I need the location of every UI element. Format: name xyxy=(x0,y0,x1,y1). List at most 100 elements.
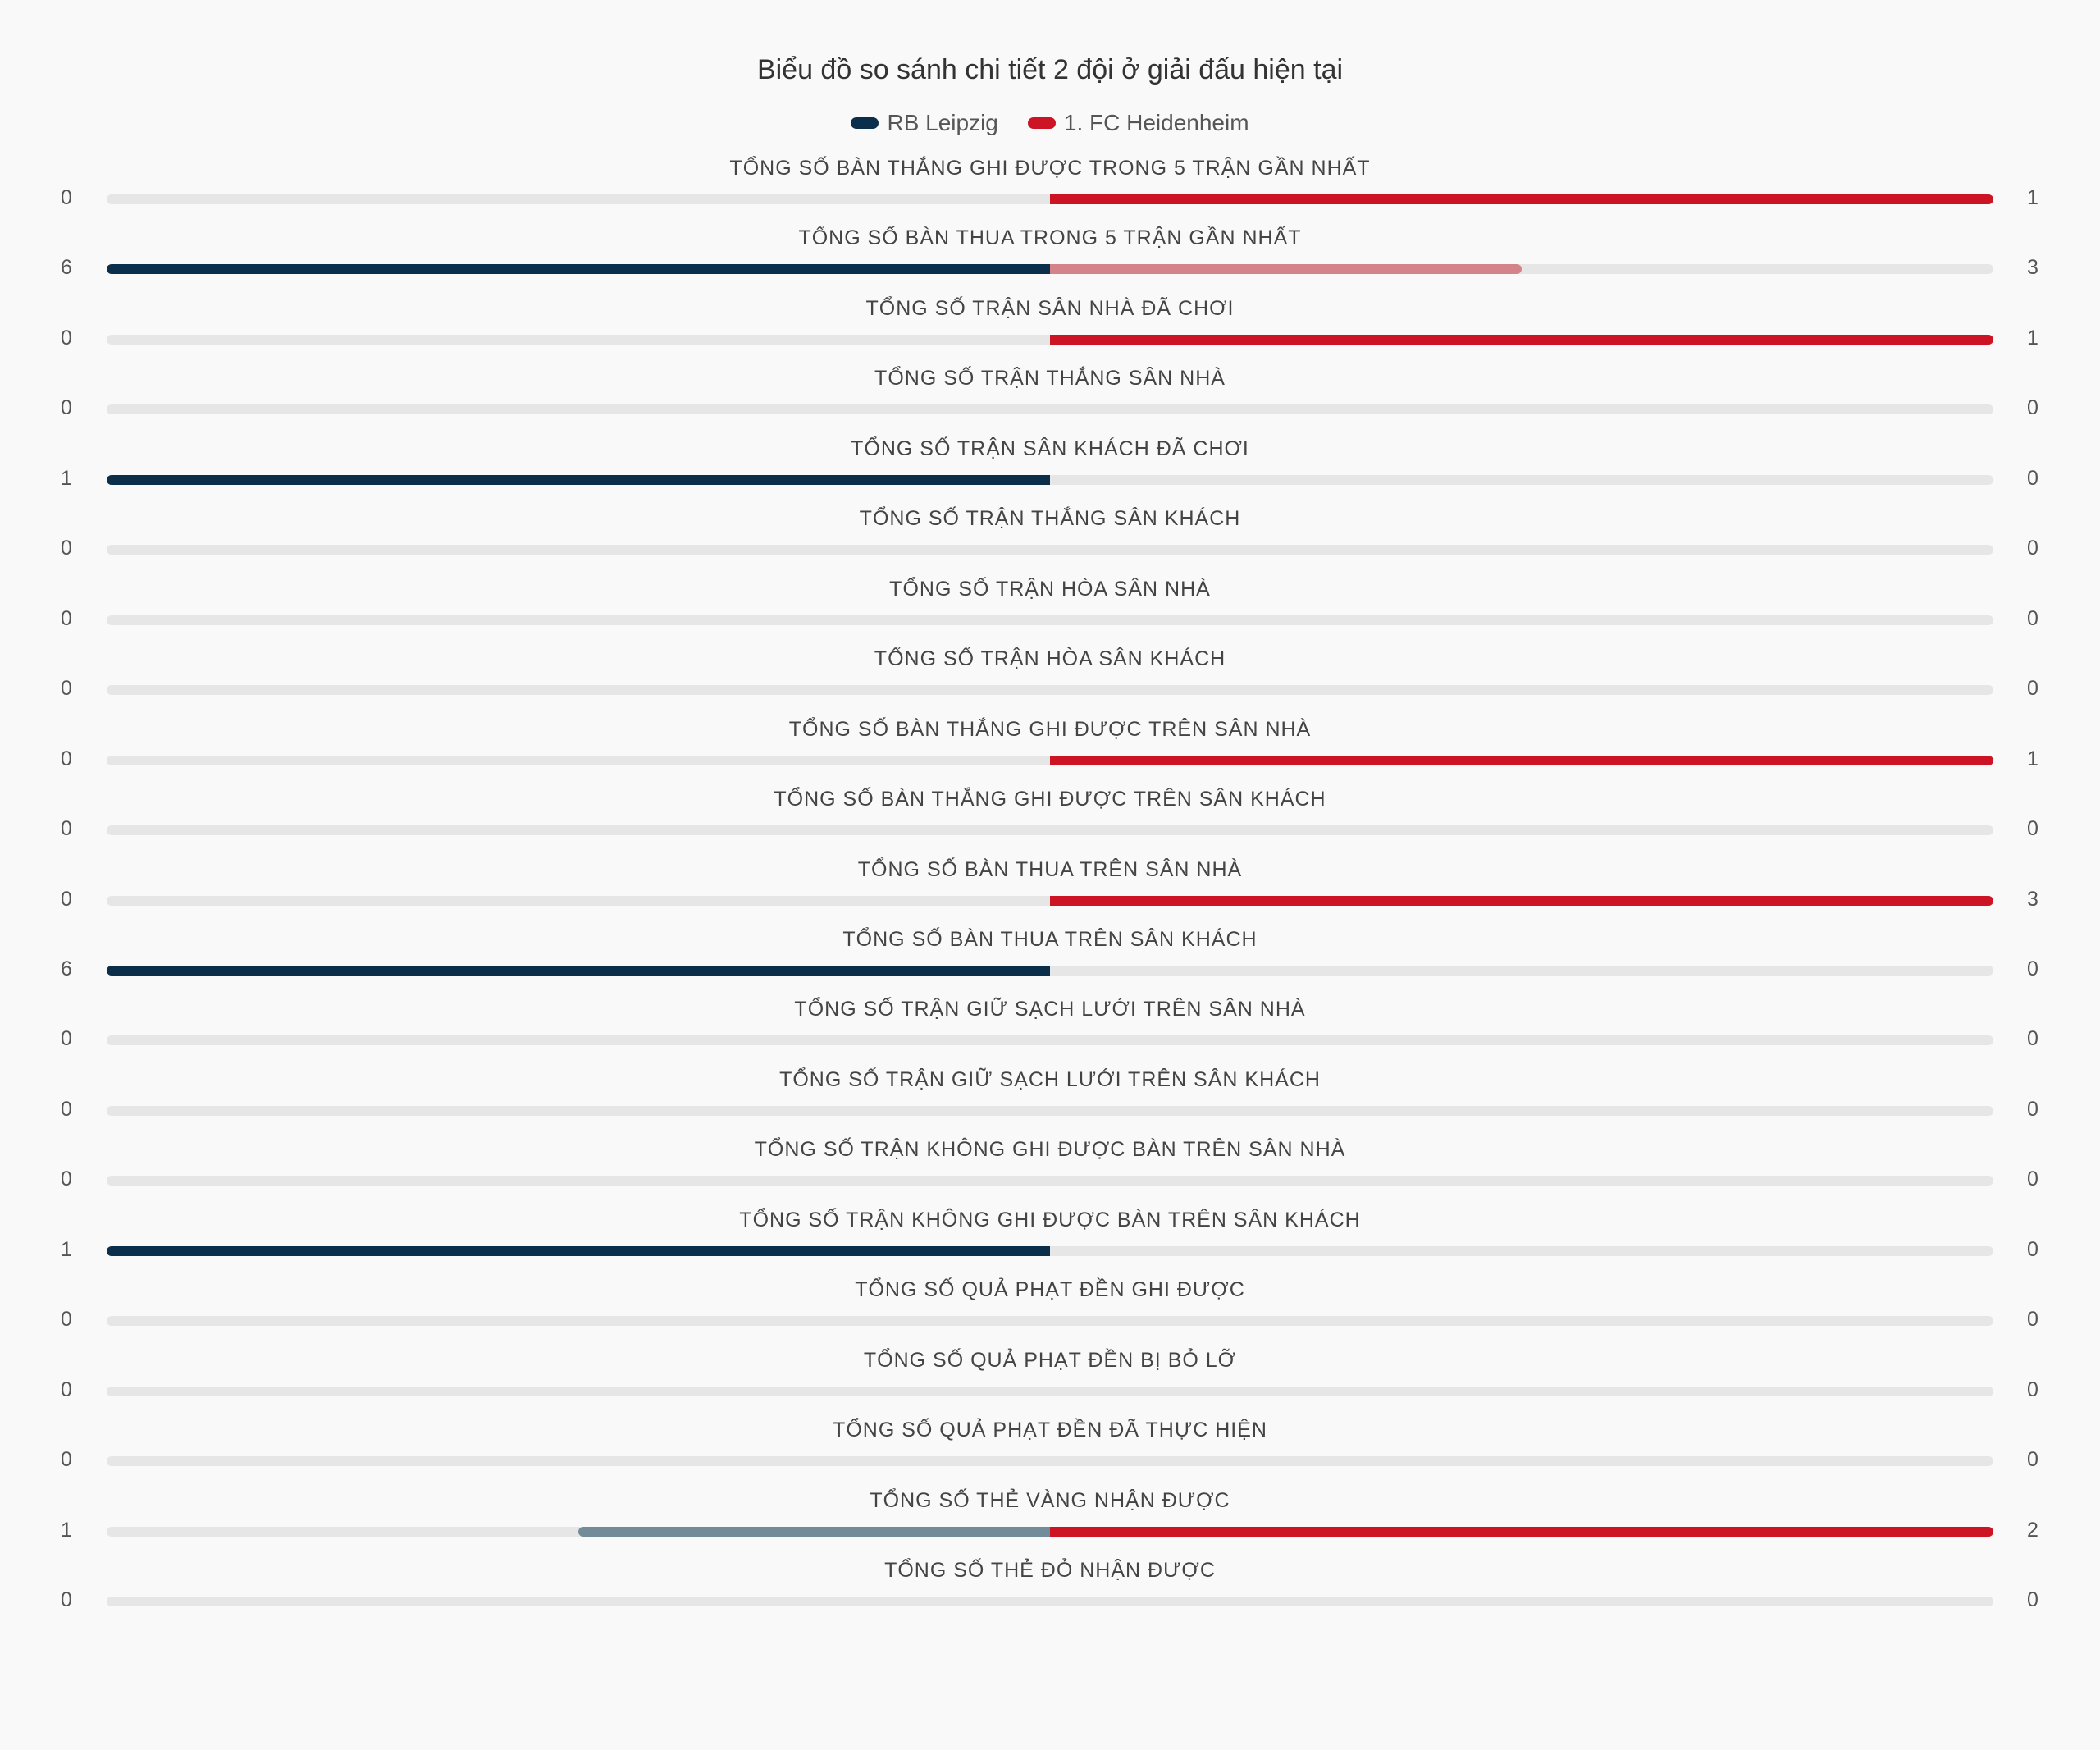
bar-track xyxy=(107,1526,1993,1537)
legend-swatch-heidenheim xyxy=(1027,117,1056,129)
bar-rb-leipzig[interactable] xyxy=(107,965,1050,976)
bar-heidenheim[interactable] xyxy=(1050,1526,1993,1537)
comparison-row: TỔNG SỐ QUẢ PHẠT ĐỀN BỊ BỎ LỠ 0 0 xyxy=(0,1349,2100,1419)
heidenheim-value: 0 xyxy=(2027,1097,2038,1121)
bar-track xyxy=(107,755,1993,765)
comparison-row: TỔNG SỐ THẺ ĐỎ NHẬN ĐƯỢC 0 0 xyxy=(0,1559,2100,1629)
bar-track xyxy=(107,1597,1993,1606)
rb-leipzig-value: 0 xyxy=(61,606,72,630)
bar-track xyxy=(107,1245,1993,1256)
heidenheim-value: 1 xyxy=(2027,326,2038,350)
rb-leipzig-value: 0 xyxy=(61,537,72,560)
heidenheim-value: 0 xyxy=(2027,677,2038,701)
bar-heidenheim[interactable] xyxy=(1050,264,1522,275)
bar-track xyxy=(107,1176,1993,1186)
heidenheim-value: 0 xyxy=(2027,817,2038,841)
rb-leipzig-value: 0 xyxy=(61,1378,72,1401)
row-label: TỔNG SỐ QUẢ PHẠT ĐỀN GHI ĐƯỢC xyxy=(855,1278,1245,1302)
row-label: TỔNG SỐ BÀN THUA TRÊN SÂN KHÁCH xyxy=(842,927,1258,951)
comparison-row: TỔNG SỐ BÀN THẮNG GHI ĐƯỢC TRONG 5 TRẬN … xyxy=(0,157,2100,226)
rb-leipzig-value: 0 xyxy=(61,1588,72,1611)
row-label: TỔNG SỐ TRẬN GIỮ SẠCH LƯỚI TRÊN SÂN NHÀ xyxy=(794,998,1306,1021)
bar-rb-leipzig[interactable] xyxy=(107,474,1050,485)
bar-track xyxy=(107,615,1993,625)
legend-swatch-rb-leipzig xyxy=(851,117,879,129)
heidenheim-value: 0 xyxy=(2027,1308,2038,1332)
bar-track xyxy=(107,685,1993,696)
rb-leipzig-value: 0 xyxy=(61,1097,72,1121)
row-label: TỔNG SỐ BÀN THUA TRÊN SÂN NHÀ xyxy=(857,857,1243,881)
heidenheim-value: 3 xyxy=(2027,256,2038,280)
heidenheim-value: 0 xyxy=(2027,396,2038,420)
bar-track xyxy=(107,965,1993,976)
row-label: TỔNG SỐ TRẬN GIỮ SẠCH LƯỚI TRÊN SÂN KHÁC… xyxy=(779,1067,1321,1091)
bar-track xyxy=(107,825,1993,836)
bar-rb-leipzig[interactable] xyxy=(578,1526,1050,1537)
comparison-row: TỔNG SỐ TRẬN SÂN KHÁCH ĐÃ CHƠI 1 0 xyxy=(0,437,2100,507)
comparison-row: TỔNG SỐ BÀN THUA TRONG 5 TRẬN GẦN NHẤT 6 3 xyxy=(0,226,2100,296)
legend-item-heidenheim[interactable]: 1. FC Heidenheim xyxy=(1027,110,1249,136)
bar-heidenheim[interactable] xyxy=(1050,755,1993,765)
rb-leipzig-value: 1 xyxy=(61,1237,72,1261)
row-label: TỔNG SỐ THẺ ĐỎ NHẬN ĐƯỢC xyxy=(884,1559,1216,1582)
bar-track xyxy=(107,895,1993,906)
bar-track xyxy=(107,1105,1993,1116)
row-label: TỔNG SỐ BÀN THẮNG GHI ĐƯỢC TRÊN SÂN KHÁC… xyxy=(774,788,1326,811)
comparison-row: TỔNG SỐ TRẬN KHÔNG GHI ĐƯỢC BÀN TRÊN SÂN… xyxy=(0,1209,2100,1278)
legend-label-heidenheim: 1. FC Heidenheim xyxy=(1063,110,1249,135)
bar-track xyxy=(107,1456,1993,1467)
row-label: TỔNG SỐ BÀN THẮNG GHI ĐƯỢC TRÊN SÂN NHÀ xyxy=(788,717,1312,741)
comparison-row: TỔNG SỐ TRẬN HÒA SÂN NHÀ 0 0 xyxy=(0,578,2100,647)
row-label: TỔNG SỐ TRẬN SÂN NHÀ ĐÃ CHƠI xyxy=(865,296,1235,320)
rb-leipzig-value: 0 xyxy=(61,677,72,701)
comparison-row: TỔNG SỐ QUẢ PHẠT ĐỀN GHI ĐƯỢC 0 0 xyxy=(0,1278,2100,1348)
rb-leipzig-value: 0 xyxy=(61,186,72,209)
rb-leipzig-value: 0 xyxy=(61,326,72,350)
comparison-row: TỔNG SỐ BÀN THẮNG GHI ĐƯỢC TRÊN SÂN KHÁC… xyxy=(0,788,2100,857)
bar-track xyxy=(107,1316,1993,1327)
comparison-row: TỔNG SỐ TRẬN THẮNG SÂN KHÁCH 0 0 xyxy=(0,507,2100,577)
rb-leipzig-value: 0 xyxy=(61,1027,72,1051)
row-label: TỔNG SỐ TRẬN SÂN KHÁCH ĐÃ CHƠI xyxy=(851,436,1249,460)
rb-leipzig-value: 0 xyxy=(61,747,72,770)
heidenheim-value: 0 xyxy=(2027,1448,2038,1472)
bar-heidenheim[interactable] xyxy=(1050,895,1993,906)
comparison-row: TỔNG SỐ QUẢ PHẠT ĐỀN ĐÃ THỰC HIỆN 0 0 xyxy=(0,1419,2100,1488)
comparison-row: TỔNG SỐ TRẬN KHÔNG GHI ĐƯỢC BÀN TRÊN SÂN… xyxy=(0,1138,2100,1208)
rb-leipzig-value: 0 xyxy=(61,1308,72,1332)
bar-heidenheim[interactable] xyxy=(1050,194,1993,204)
bar-rb-leipzig[interactable] xyxy=(107,264,1050,275)
bar-heidenheim[interactable] xyxy=(1050,334,1993,345)
bar-track xyxy=(107,264,1993,275)
rb-leipzig-value: 0 xyxy=(61,887,72,911)
bar-rb-leipzig[interactable] xyxy=(107,1245,1050,1256)
comparison-row: TỔNG SỐ TRẬN HÒA SÂN KHÁCH 0 0 xyxy=(0,647,2100,717)
comparison-row: TỔNG SỐ TRẬN SÂN NHÀ ĐÃ CHƠI 0 1 xyxy=(0,297,2100,367)
comparison-row: TỔNG SỐ BÀN THẮNG GHI ĐƯỢC TRÊN SÂN NHÀ 0… xyxy=(0,718,2100,788)
heidenheim-value: 0 xyxy=(2027,1588,2038,1611)
row-label: TỔNG SỐ BÀN THUA TRONG 5 TRẬN GẦN NHẤT xyxy=(798,226,1302,250)
heidenheim-value: 1 xyxy=(2027,186,2038,209)
legend-item-rb-leipzig[interactable]: RB Leipzig xyxy=(851,110,998,136)
heidenheim-value: 0 xyxy=(2027,466,2038,490)
heidenheim-value: 0 xyxy=(2027,606,2038,630)
comparison-row: TỔNG SỐ THẺ VÀNG NHẬN ĐƯỢC 1 2 xyxy=(0,1489,2100,1559)
legend: RB Leipzig 1. FC Heidenheim xyxy=(0,110,2100,136)
bar-track xyxy=(107,334,1993,345)
row-label: TỔNG SỐ QUẢ PHẠT ĐỀN ĐÃ THỰC HIỆN xyxy=(833,1419,1267,1442)
heidenheim-value: 3 xyxy=(2027,887,2038,911)
heidenheim-value: 0 xyxy=(2027,1027,2038,1051)
bar-track xyxy=(107,1035,1993,1046)
comparison-row: TỔNG SỐ BÀN THUA TRÊN SÂN NHÀ 0 3 xyxy=(0,858,2100,928)
row-label: TỔNG SỐ QUẢ PHẠT ĐỀN BỊ BỎ LỠ xyxy=(863,1348,1237,1372)
row-label: TỔNG SỐ BÀN THẮNG GHI ĐƯỢC TRONG 5 TRẬN … xyxy=(729,157,1371,180)
legend-label-rb-leipzig: RB Leipzig xyxy=(887,110,998,135)
row-label: TỔNG SỐ TRẬN HÒA SÂN NHÀ xyxy=(889,577,1211,601)
row-label: TỔNG SỐ TRẬN THẮNG SÂN KHÁCH xyxy=(859,507,1241,531)
heidenheim-value: 0 xyxy=(2027,1167,2038,1191)
bar-track xyxy=(107,194,1993,204)
bar-track xyxy=(107,1386,1993,1396)
rb-leipzig-value: 0 xyxy=(61,1448,72,1472)
heidenheim-value: 0 xyxy=(2027,1237,2038,1261)
chart-title: Biểu đồ so sánh chi tiết 2 đội ở giải đấ… xyxy=(756,54,1344,85)
